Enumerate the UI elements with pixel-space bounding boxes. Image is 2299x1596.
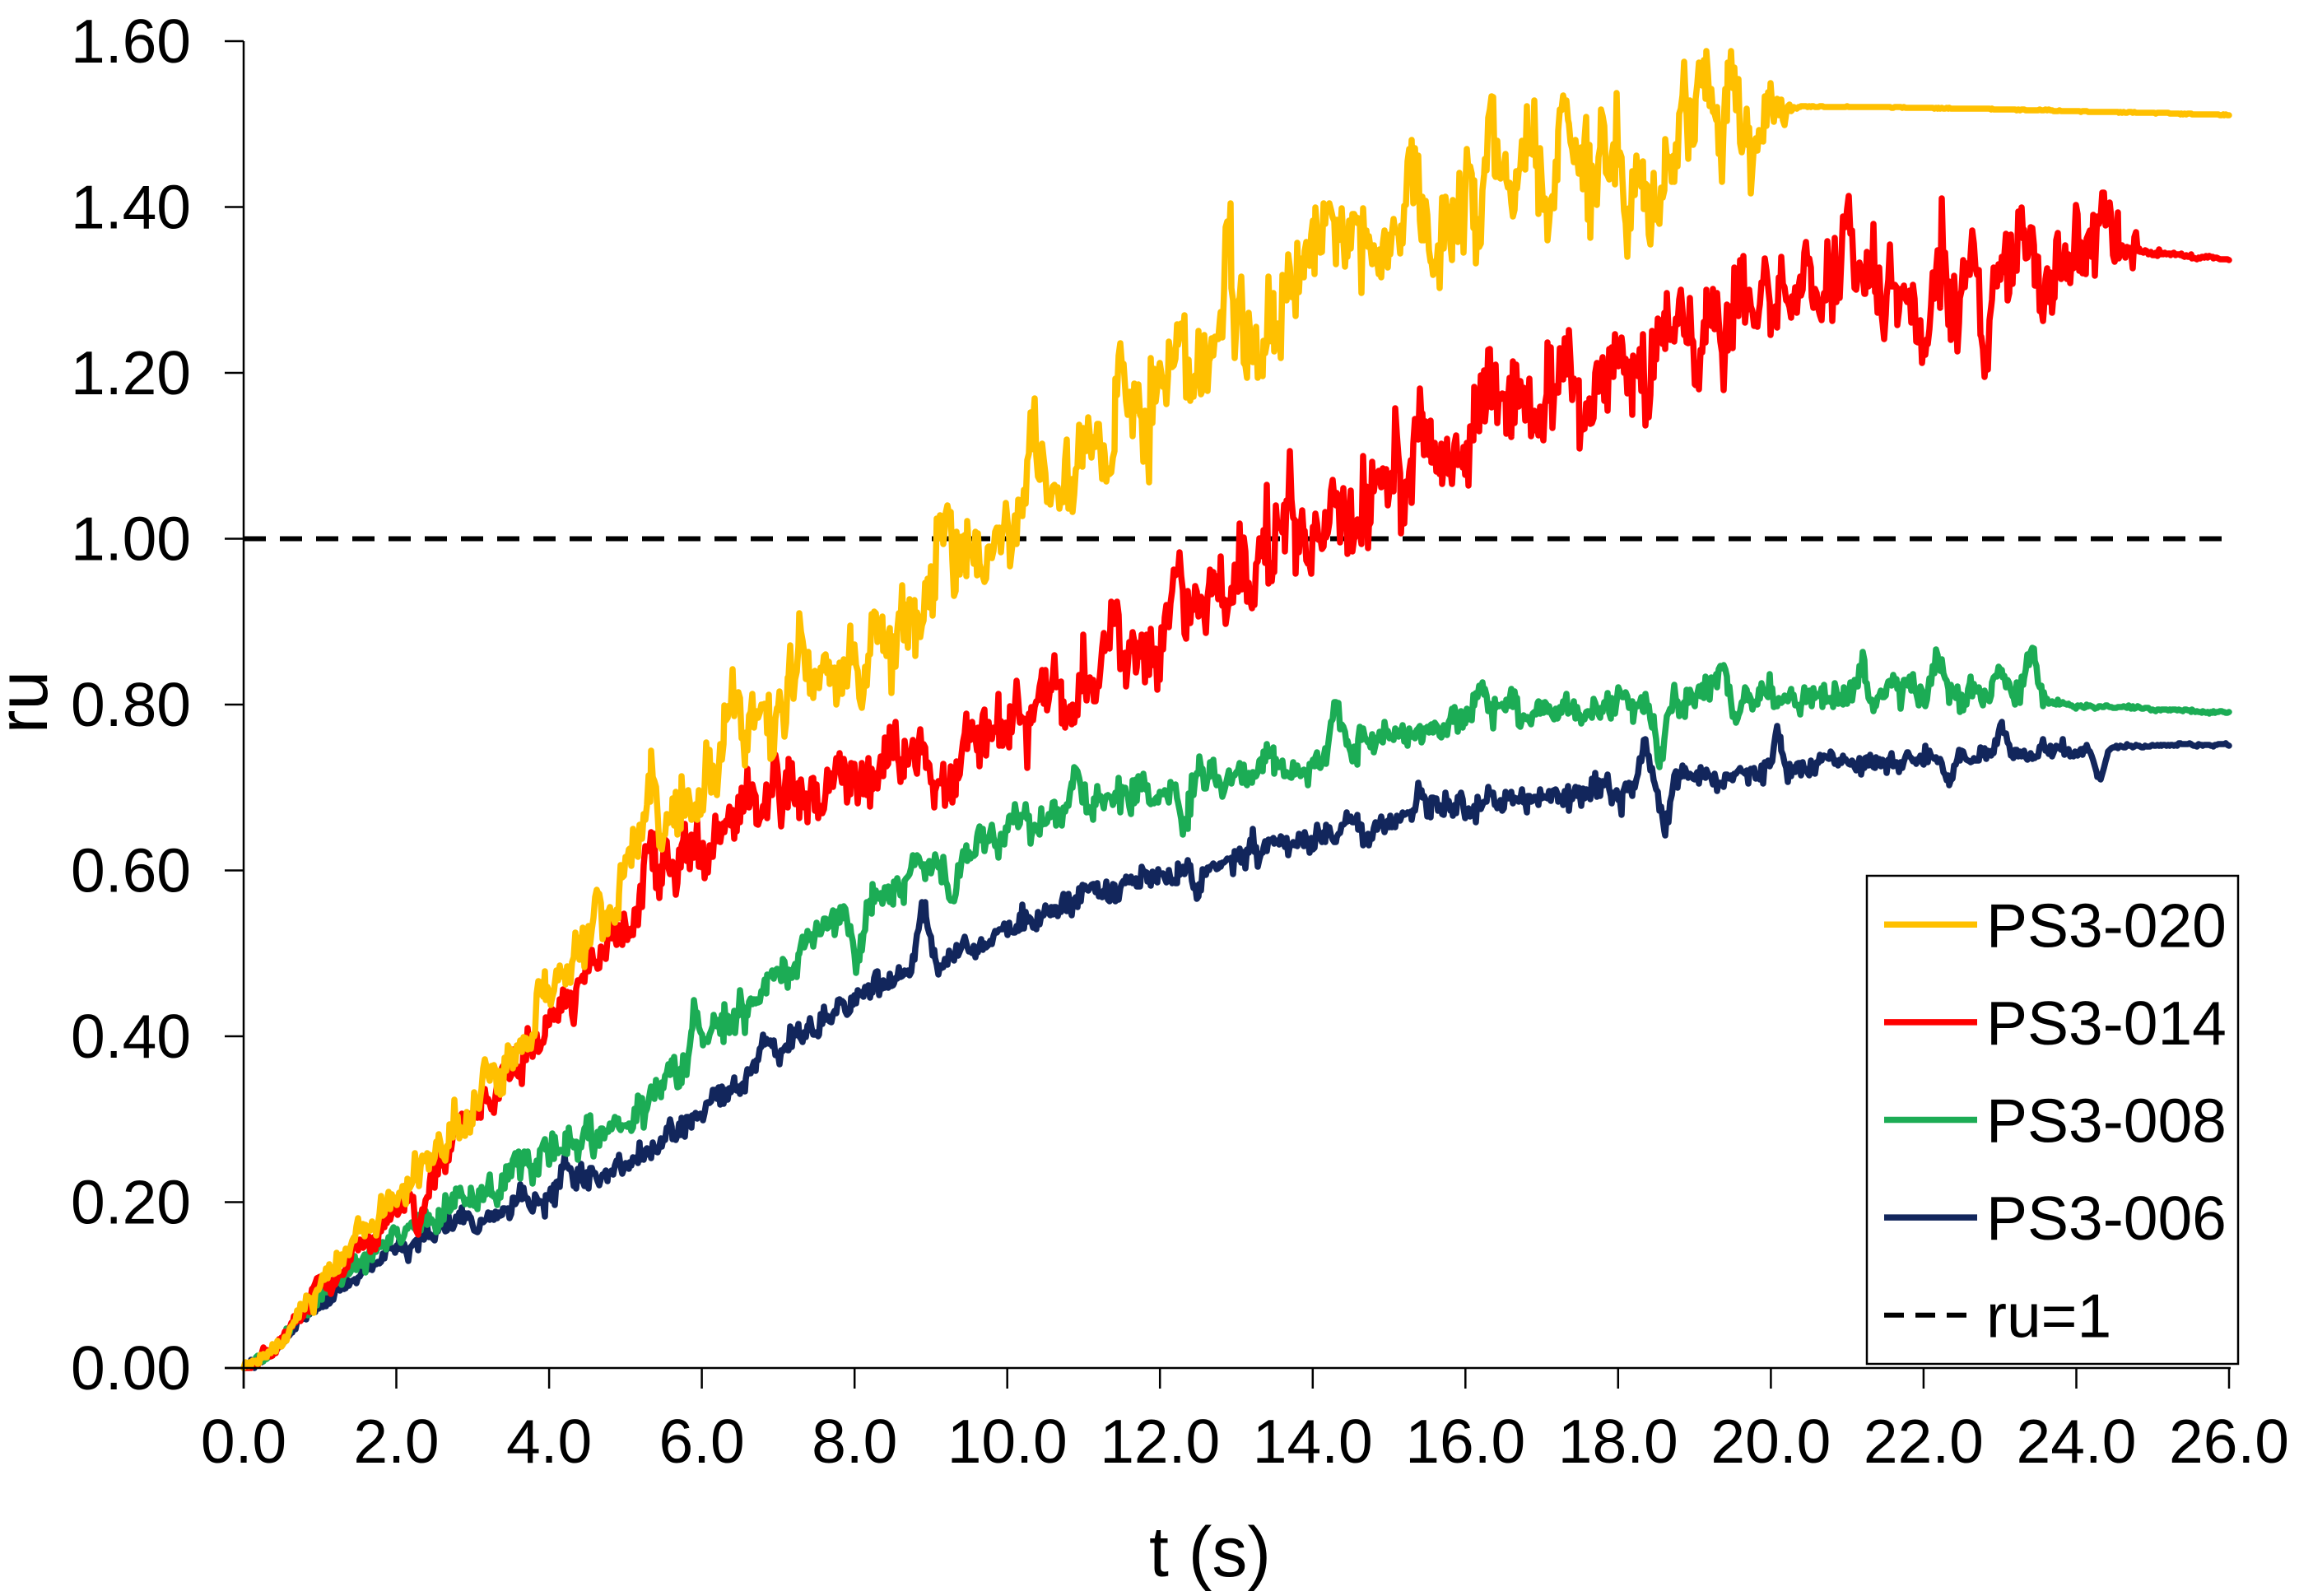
svg-text:26.0: 26.0	[2169, 1407, 2289, 1476]
svg-text:1.20: 1.20	[71, 338, 191, 407]
svg-text:0.00: 0.00	[71, 1333, 191, 1403]
svg-text:ru: ru	[0, 671, 63, 733]
svg-text:ru=1: ru=1	[1986, 1282, 2111, 1351]
svg-text:1.00: 1.00	[71, 505, 191, 574]
svg-text:0.80: 0.80	[71, 670, 191, 739]
svg-text:8.0: 8.0	[812, 1407, 897, 1476]
svg-text:4.0: 4.0	[506, 1407, 592, 1476]
svg-text:0.0: 0.0	[201, 1407, 286, 1476]
svg-text:0.20: 0.20	[71, 1168, 191, 1237]
svg-text:0.40: 0.40	[71, 1002, 191, 1071]
svg-text:0.60: 0.60	[71, 836, 191, 905]
svg-text:t (s): t (s)	[1149, 1513, 1271, 1592]
svg-text:12.0: 12.0	[1100, 1407, 1220, 1476]
svg-text:1.40: 1.40	[71, 173, 191, 242]
svg-text:6.0: 6.0	[659, 1407, 744, 1476]
svg-text:14.0: 14.0	[1253, 1407, 1373, 1476]
svg-text:PS3-006: PS3-006	[1986, 1184, 2227, 1253]
svg-text:PS3-014: PS3-014	[1986, 989, 2227, 1058]
svg-text:PS3-008: PS3-008	[1986, 1086, 2227, 1156]
svg-text:20.0: 20.0	[1710, 1407, 1831, 1476]
svg-text:24.0: 24.0	[2017, 1407, 2137, 1476]
svg-text:2.0: 2.0	[353, 1407, 439, 1476]
svg-text:10.0: 10.0	[947, 1407, 1068, 1476]
svg-text:18.0: 18.0	[1558, 1407, 1678, 1476]
svg-text:22.0: 22.0	[1864, 1407, 1984, 1476]
svg-text:16.0: 16.0	[1405, 1407, 1525, 1476]
svg-text:PS3-020: PS3-020	[1986, 891, 2227, 960]
svg-text:1.60: 1.60	[71, 7, 191, 76]
